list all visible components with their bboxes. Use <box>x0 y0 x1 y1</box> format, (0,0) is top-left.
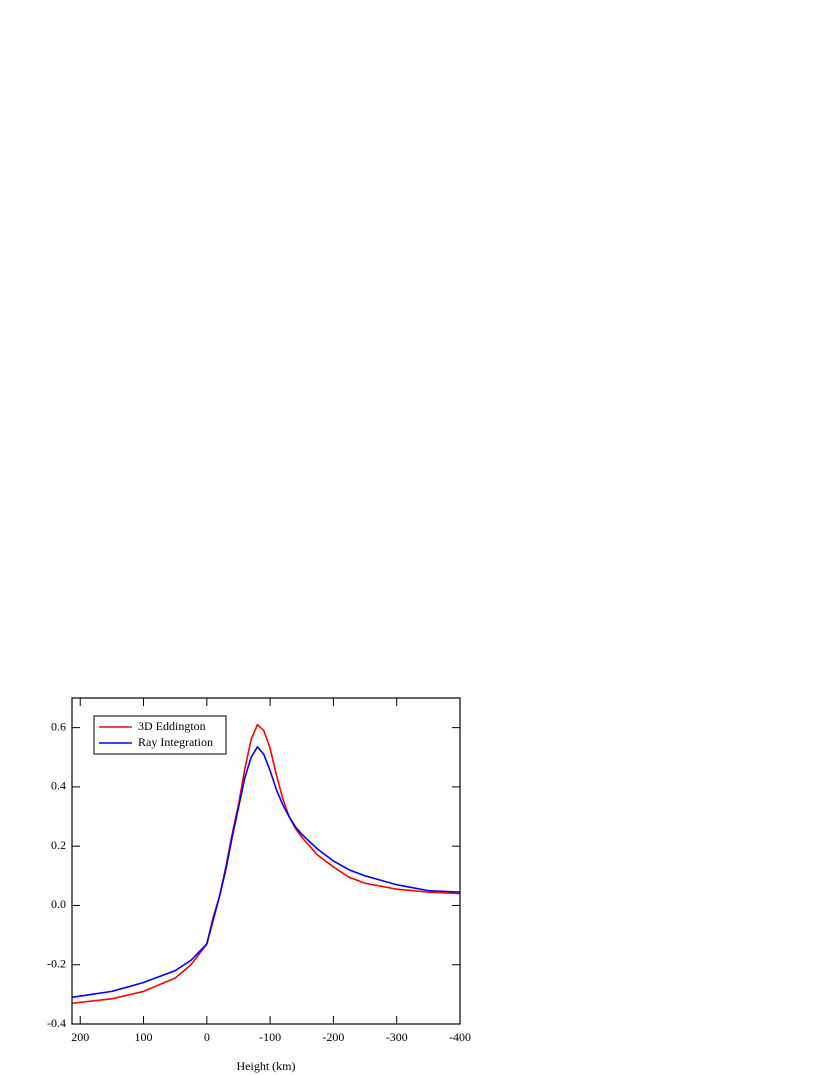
y-tick-label: -0.4 <box>47 1016 66 1030</box>
x-tick-label: -100 <box>259 1030 281 1044</box>
x-tick-label: -300 <box>386 1030 408 1044</box>
x-axis-label: Height (km) <box>237 1059 296 1073</box>
legend-label: Ray Integration <box>138 735 213 749</box>
x-tick-label: -400 <box>449 1030 471 1044</box>
series-line <box>71 723 461 1005</box>
plot-frame <box>71 697 461 1025</box>
y-tick-label: 0.6 <box>51 719 66 733</box>
legend-box <box>93 715 227 755</box>
y-tick-label: -0.2 <box>47 956 66 970</box>
series-line <box>71 745 461 999</box>
y-tick-label: 0.2 <box>51 838 66 852</box>
y-tick-label: 0.4 <box>51 779 66 793</box>
x-tick-label: 100 <box>135 1030 153 1044</box>
x-tick-label: 0 <box>204 1030 210 1044</box>
y-tick-label: 0.0 <box>51 897 66 911</box>
x-tick-label: -200 <box>322 1030 344 1044</box>
x-tick-label: 200 <box>71 1030 89 1044</box>
legend-label: 3D Eddington <box>138 719 206 733</box>
